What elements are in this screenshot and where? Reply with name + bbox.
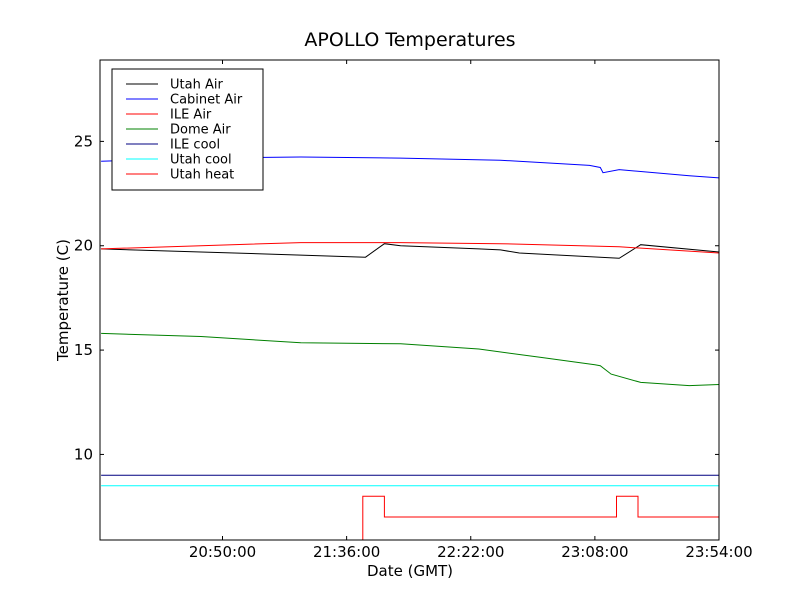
- series-line-cabinet-air: [101, 156, 719, 179]
- legend-label: ILE cool: [170, 138, 220, 153]
- legend-label: Utah Air: [170, 78, 223, 93]
- x-tick-label: 23:54:00: [685, 543, 752, 561]
- legend-label: Dome Air: [170, 123, 231, 138]
- y-tick-label: 20: [74, 237, 93, 255]
- x-axis-label: Date (GMT): [367, 562, 453, 580]
- plot-frame: [99, 59, 720, 541]
- chart-title: APOLLO Temperatures: [304, 29, 515, 51]
- x-tick-label: 20:50:00: [189, 543, 256, 561]
- legend-label: Cabinet Air: [170, 93, 243, 108]
- legend-label: ILE Air: [170, 108, 212, 123]
- series-line-utah-heat: [101, 495, 719, 540]
- series-layer: [101, 156, 719, 540]
- legend-label: Utah cool: [170, 153, 232, 168]
- legend-label: Utah heat: [170, 168, 234, 183]
- x-tick-label: 22:22:00: [437, 543, 504, 561]
- series-line-utah-air: [101, 243, 719, 259]
- x-tick-label: 23:08:00: [561, 543, 628, 561]
- series-line-dome-air: [101, 332, 719, 387]
- x-tick-label: 21:36:00: [313, 543, 380, 561]
- series-line-ile-air: [101, 242, 719, 254]
- y-tick-label: 15: [74, 341, 93, 359]
- tick-layer: 20:50:00 21:36:00 22:22:00 23:08:00 23:54:00…: [74, 60, 753, 561]
- y-axis-label: Temperature (C): [54, 239, 72, 362]
- y-tick-label: 10: [74, 445, 93, 463]
- y-tick-label: 25: [74, 132, 93, 150]
